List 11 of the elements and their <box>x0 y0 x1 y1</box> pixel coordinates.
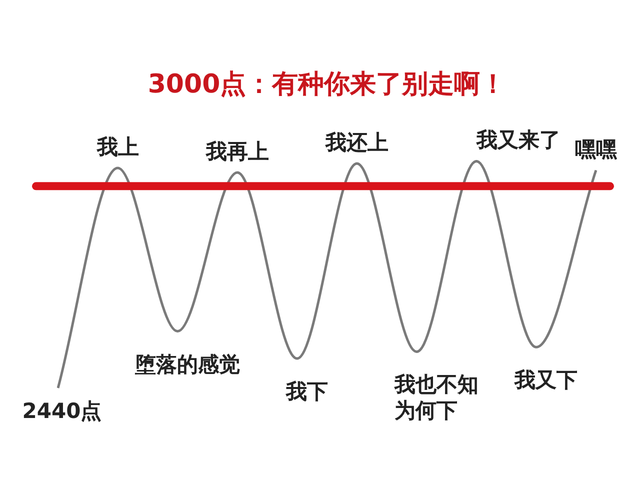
annotation: 嘿嘿 <box>575 137 618 162</box>
annotation: 堕落的感觉 <box>134 352 240 376</box>
text: 2440点 <box>22 399 102 423</box>
annotation: 我又下 <box>514 368 578 392</box>
text: 我还上 <box>324 130 388 154</box>
text: 我又来了 <box>475 128 560 152</box>
annotation: 我也不知为何下 <box>394 372 479 423</box>
text: 我上 <box>96 135 139 160</box>
annotation: 我下 <box>285 380 328 404</box>
annotation: 我再上 <box>204 140 269 164</box>
chart-title: 3000点：有种你来了别走啊！ <box>148 69 506 100</box>
